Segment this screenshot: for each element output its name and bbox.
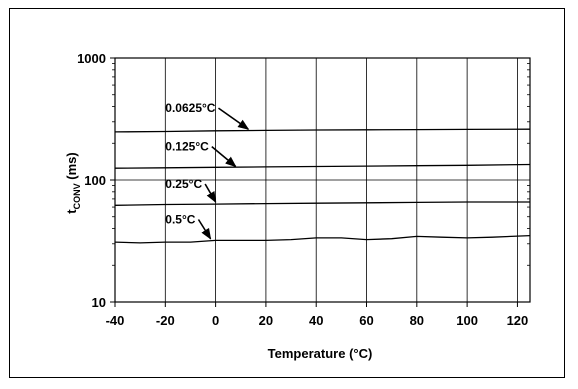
y-axis-title-main: t (64, 209, 79, 214)
y-axis-title: tCONV (ms) (64, 152, 82, 213)
x-tick-label: 120 (507, 313, 529, 328)
x-tick-label: 0 (212, 313, 219, 328)
series-line (114, 128, 531, 133)
y-tick-labels: 10 100 1000 (77, 51, 106, 310)
x-tick-label: 20 (259, 313, 273, 328)
series-line (114, 201, 530, 206)
series-label: 0.0625°C (165, 101, 216, 115)
series-label: 0.25°C (165, 177, 202, 191)
y-tick-label: 100 (84, 173, 106, 188)
y-tick-label: 10 (92, 295, 106, 310)
x-tick-label: -40 (106, 313, 125, 328)
x-tick-label: 40 (309, 313, 323, 328)
axis-ticks (110, 57, 530, 307)
series-label: 0.5°C (165, 212, 195, 226)
x-axis-title: Temperature (°C) (268, 346, 373, 361)
series-line (114, 234, 531, 244)
y-tick-label: 1000 (77, 51, 106, 66)
series-annotations: 0.0625°C 0.125°C 0.25°C 0.5°C (165, 101, 250, 240)
chart-frame (9, 8, 565, 378)
x-tick-label: 60 (359, 313, 373, 328)
series-line (114, 163, 531, 169)
y-axis-title-subscript: CONV (72, 183, 82, 209)
series-arrow (204, 183, 217, 203)
series-lines (114, 128, 531, 244)
x-tick-label: 100 (456, 313, 478, 328)
x-tick-label: -20 (156, 313, 175, 328)
x-tick-label: 80 (410, 313, 424, 328)
series-arrow (197, 219, 212, 240)
y-axis-title-suffix: (ms) (64, 152, 79, 183)
series-arrow (211, 146, 237, 168)
series-arrow (218, 107, 250, 130)
x-tick-labels: -40 -20 0 20 40 60 80 100 120 (106, 313, 529, 328)
series-label: 0.125°C (165, 140, 209, 154)
